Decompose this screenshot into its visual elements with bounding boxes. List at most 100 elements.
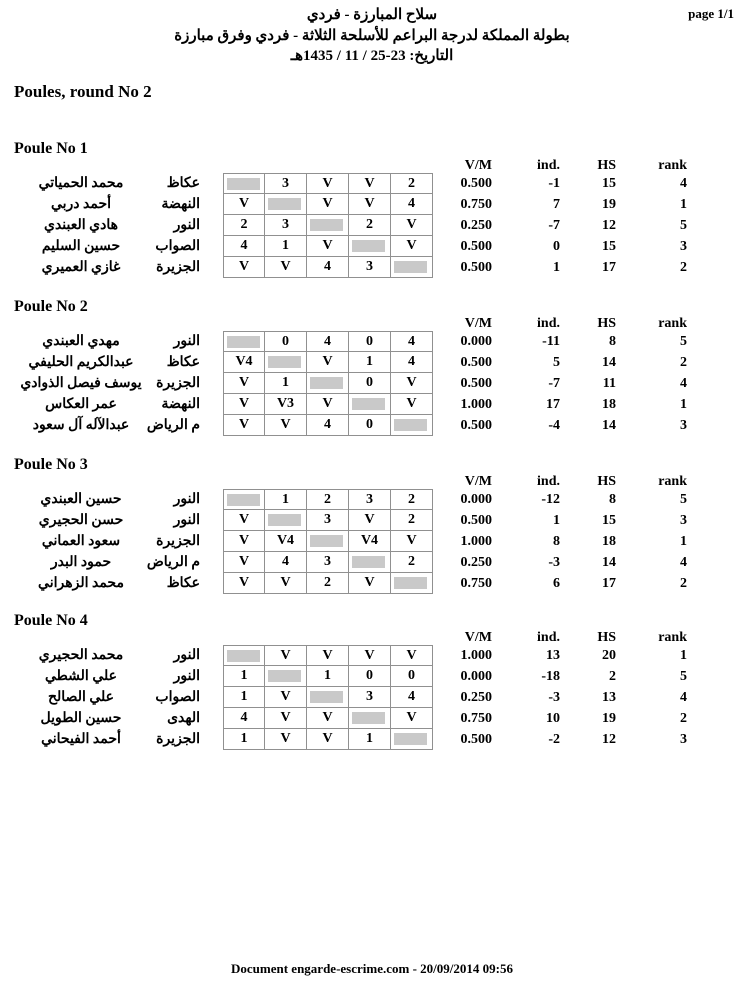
fencer-club: النور [173,333,200,349]
stat-rank: 1 [680,533,687,549]
score-cell: 4 [307,415,349,436]
score-cell: V [349,573,391,594]
stat-rank: 1 [680,396,687,412]
score-cell: 2 [391,173,433,194]
score-cell: V [307,394,349,415]
spacer [200,204,223,205]
stat-hs: 17 [602,259,616,275]
stat-vm: 1.000 [460,396,493,412]
poule-title: Poule No 3 [14,456,88,473]
fencer-name: هادي العبندي [43,217,118,233]
stat-vm: 0.750 [460,710,493,726]
diagonal-fill [268,356,301,368]
score-cell: V4 [349,531,391,552]
poule-section-4: Poule No 4 V/M ind. HS rank محمد الحجيري الن… [0,612,744,754]
stats-header-label: rank [658,316,687,331]
score-cell: 1 [265,236,307,257]
score-cell: V [349,173,391,194]
fencer-club: الجزيرة [156,731,200,747]
score-cell: V [349,194,391,215]
fencer-name: أحمد دربي [50,196,112,212]
diagonal-fill [310,535,343,547]
score-cell: V4 [265,531,307,552]
stat-ind: -7 [548,217,560,233]
stat-vm: 0.000 [460,668,493,684]
stat-hs: 13 [602,689,616,705]
stats-header-label: HS [597,630,616,645]
score-cell: 1 [265,373,307,394]
fencer-row: محمد الحجيري النور V V V V 1.000 13 20 1 [20,645,687,666]
score-cell: V [307,708,349,729]
poule-title: Poule No 1 [14,140,88,157]
stat-ind: 7 [553,196,560,212]
stat-ind: 8 [553,533,560,549]
score-cell [265,352,307,373]
score-cell: 3 [349,687,391,708]
diagonal-fill [268,198,301,210]
stat-ind: 1 [553,259,560,275]
diagonal-fill [227,335,260,348]
score-cell: V [265,573,307,594]
diagonal-fill [310,219,343,231]
score-cell: V [223,194,265,215]
stat-rank: 5 [680,217,687,233]
stats-header-label: V/M [464,630,492,645]
score-cell: V4 [223,352,265,373]
score-cell: V [307,729,349,750]
diagonal-fill [394,419,427,431]
fencer-row: عبدالكريم الحليفي عكاظ V4 V 1 4 0.500 5 14 2 [20,352,687,373]
score-cell: V [349,510,391,531]
score-cell: V [307,173,349,194]
tournament-title-line-1: سلاح المبارزة - فردي [306,7,438,23]
stat-vm: 0.500 [460,731,493,747]
stat-ind: -1 [548,175,560,191]
fencer-name: حسين السليم [41,238,121,254]
fencer-row: عمر العكاس النهضة V V3 V V 1.000 17 18 1 [20,394,687,415]
fencer-name: حمود البدر [50,554,112,570]
poule-title: Poule No 4 [14,612,88,629]
stat-rank: 3 [680,731,687,747]
stat-hs: 2 [609,668,616,684]
fencer-club: الصواب [155,689,200,705]
score-cell: V [307,236,349,257]
score-cell [223,173,265,194]
diagonal-fill [227,649,260,662]
spacer [200,383,223,384]
fencer-row: علي الصالح الصواب 1 V 3 4 0.250 -3 13 4 [20,687,687,708]
stat-rank: 3 [680,512,687,528]
fencer-row: محمد الحمياتي عكاظ 3 V V 2 0.500 -1 15 4 [20,173,687,194]
stat-hs: 14 [602,417,616,433]
score-cell: 2 [391,510,433,531]
diagonal-fill [352,240,385,252]
score-cell [223,645,265,666]
stat-rank: 4 [680,375,687,391]
fencer-name: أحمد الفيحاني [41,731,121,747]
fencer-row: محمد الزهراني عكاظ V V 2 V 0.750 6 17 2 [20,573,687,594]
score-cell: 0 [349,331,391,352]
fencer-name: حسن الحجيري [38,512,124,528]
score-cell [349,236,391,257]
stat-vm: 0.250 [460,217,493,233]
spacer [200,583,223,584]
stat-rank: 5 [680,333,687,349]
score-cell [391,729,433,750]
score-cell: 0 [391,666,433,687]
score-cell: 1 [349,729,391,750]
fencer-name: سعود العماني [41,533,121,549]
stat-ind: -18 [541,668,560,684]
score-cell: 0 [349,666,391,687]
stat-rank: 3 [680,238,687,254]
diagonal-fill [352,556,385,568]
stat-vm: 0.500 [460,175,493,191]
score-cell: V [223,415,265,436]
spacer [200,676,223,677]
score-cell [223,331,265,352]
fencer-row: علي الشطي النور 1 1 0 0 0.000 -18 2 5 [20,666,687,687]
stat-rank: 4 [680,175,687,191]
stat-rank: 4 [680,689,687,705]
score-cell: 4 [391,352,433,373]
stats-header-label: rank [658,630,687,645]
spacer [200,520,223,521]
score-cell: V [223,531,265,552]
fencer-name: عمر العكاس [45,396,117,412]
